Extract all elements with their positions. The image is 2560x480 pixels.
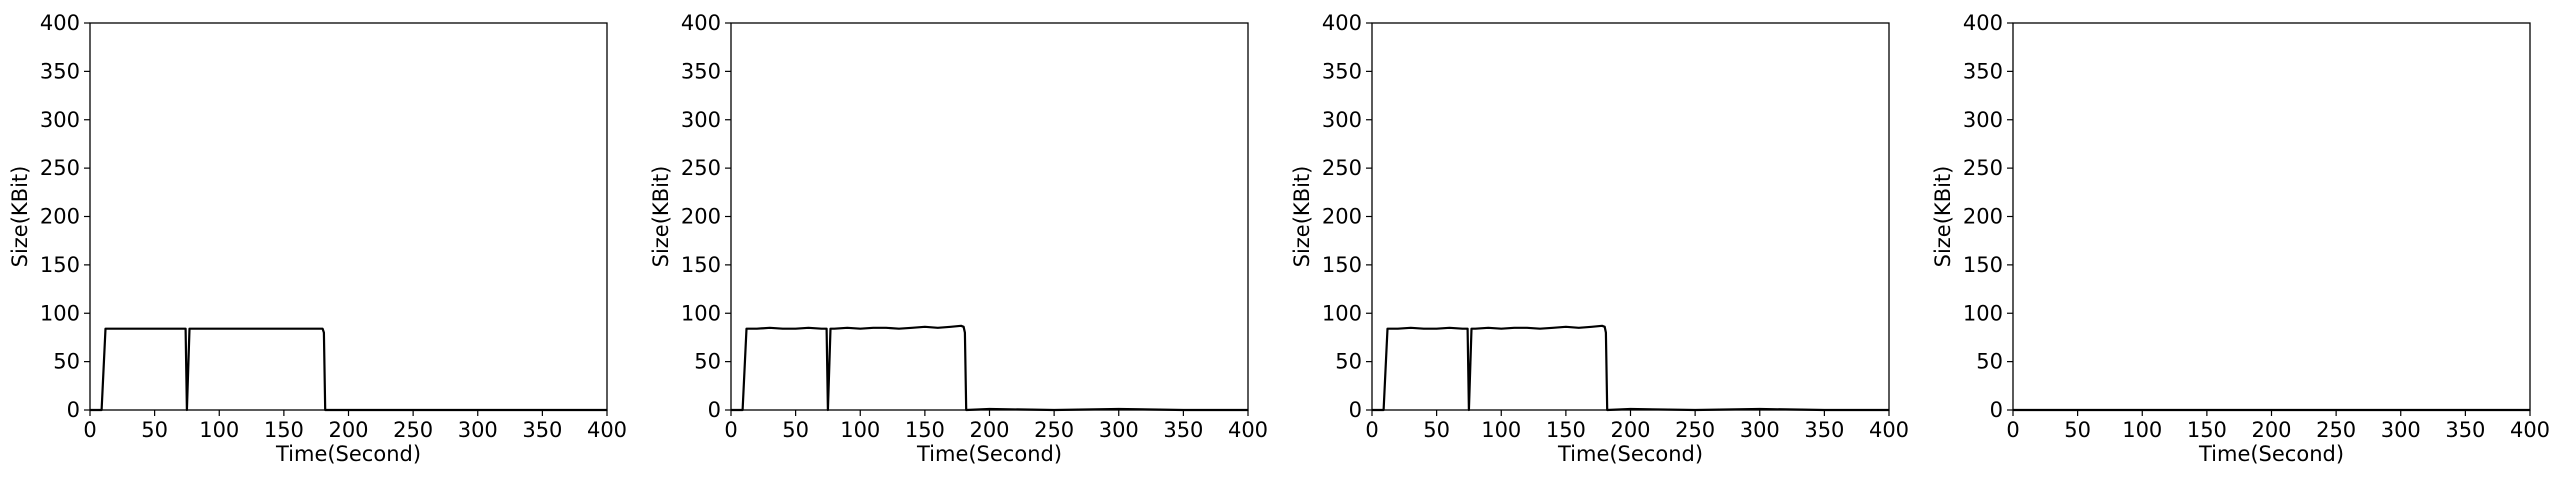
y-tick-label: 0 (67, 398, 80, 422)
x-tick-label: 150 (1546, 418, 1586, 442)
plot-frame (89, 22, 608, 411)
plot-frame (2012, 22, 2531, 411)
y-tick-label: 400 (1322, 11, 1362, 35)
y-tick-label: 350 (681, 59, 721, 83)
x-tick-label: 50 (782, 418, 809, 442)
x-tick-label: 250 (2316, 418, 2356, 442)
y-tick-label: 300 (40, 108, 80, 132)
x-tick-label: 200 (1610, 418, 1650, 442)
chart-panel-3: 0 50 100 150 200 250 300 350 400 0 50 100 150 200 250 3… (1290, 11, 1909, 466)
x-tick-label: 50 (141, 418, 168, 442)
y-tick-label: 300 (1963, 108, 2003, 132)
x-tick-label: 300 (1740, 418, 1780, 442)
y-tick-label: 100 (40, 301, 80, 325)
y-tick-label: 150 (40, 253, 80, 277)
series-line-1 (1372, 324, 1889, 412)
x-tick-label: 350 (1163, 418, 1203, 442)
y-tick-label: 400 (40, 11, 80, 35)
y-tick-label: 200 (1963, 205, 2003, 229)
x-tick-label: 350 (2445, 418, 2485, 442)
x-tick-label: 0 (2006, 418, 2019, 442)
x-tick-label: 300 (458, 418, 498, 442)
y-tick-label: 250 (681, 156, 721, 180)
x-tick-label: 250 (393, 418, 433, 442)
plot-frame (1371, 22, 1890, 411)
x-tick-label: 250 (1034, 418, 1074, 442)
chart-panel-2: 0 50 100 150 200 250 300 350 400 0 50 100 150 200 250 3… (649, 11, 1268, 466)
y-axis-label: Size(KBit) (649, 166, 673, 268)
y-tick-label: 0 (1990, 398, 2003, 422)
x-tick-label: 150 (264, 418, 304, 442)
x-tick-label: 100 (840, 418, 880, 442)
plot-frame (730, 22, 1249, 411)
y-tick-label: 100 (1963, 301, 2003, 325)
y-tick-label: 50 (1976, 350, 2003, 374)
chart-panel-1: 0 50 100 150 200 250 300 350 400 0 50 100 150 200 250 3… (8, 11, 627, 466)
y-tick-label: 200 (40, 205, 80, 229)
x-tick-label: 400 (1228, 418, 1268, 442)
y-tick-label: 0 (1349, 398, 1362, 422)
y-tick-label: 100 (681, 301, 721, 325)
y-tick-label: 250 (40, 156, 80, 180)
y-tick-label: 100 (1322, 301, 1362, 325)
series-line-1 (90, 327, 607, 412)
y-tick-label: 50 (53, 350, 80, 374)
x-tick-label: 200 (969, 418, 1009, 442)
x-tick-label: 100 (1481, 418, 1521, 442)
x-tick-label: 350 (522, 418, 562, 442)
y-tick-label: 300 (681, 108, 721, 132)
x-axis-label: Time(Second) (916, 442, 1062, 466)
y-tick-label: 50 (1335, 350, 1362, 374)
y-axis-label: Size(KBit) (8, 166, 32, 268)
x-tick-label: 300 (1099, 418, 1139, 442)
x-tick-label: 350 (1804, 418, 1844, 442)
x-tick-label: 400 (587, 418, 627, 442)
y-axis-label: Size(KBit) (1931, 166, 1955, 268)
y-tick-label: 50 (694, 350, 721, 374)
x-tick-label: 100 (2122, 418, 2162, 442)
y-axis-label: Size(KBit) (1290, 166, 1314, 268)
y-tick-label: 350 (40, 59, 80, 83)
x-axis-label: Time(Second) (2198, 442, 2344, 466)
y-tick-label: 400 (1963, 11, 2003, 35)
x-tick-label: 150 (905, 418, 945, 442)
y-tick-label: 200 (681, 205, 721, 229)
y-tick-label: 350 (1322, 59, 1362, 83)
y-tick-label: 350 (1963, 59, 2003, 83)
y-tick-label: 300 (1322, 108, 1362, 132)
x-tick-label: 300 (2381, 418, 2421, 442)
series-line-1 (731, 324, 1248, 412)
y-tick-label: 200 (1322, 205, 1362, 229)
x-tick-label: 0 (724, 418, 737, 442)
y-tick-label: 0 (708, 398, 721, 422)
x-axis-label: Time(Second) (275, 442, 421, 466)
x-tick-label: 50 (1423, 418, 1450, 442)
chart-panel-4: 0 50 100 150 200 250 300 350 400 0 50 100 150 200 250 3… (1931, 11, 2550, 466)
y-tick-label: 150 (1322, 253, 1362, 277)
y-tick-label: 150 (1963, 253, 2003, 277)
x-tick-label: 250 (1675, 418, 1715, 442)
y-tick-label: 400 (681, 11, 721, 35)
x-tick-label: 100 (199, 418, 239, 442)
x-tick-label: 200 (2251, 418, 2291, 442)
x-tick-label: 0 (1365, 418, 1378, 442)
x-axis-label: Time(Second) (1557, 442, 1703, 466)
x-tick-label: 150 (2187, 418, 2227, 442)
x-tick-label: 200 (328, 418, 368, 442)
y-tick-label: 150 (681, 253, 721, 277)
x-tick-label: 50 (2064, 418, 2091, 442)
x-tick-label: 400 (1869, 418, 1909, 442)
x-tick-label: 400 (2510, 418, 2550, 442)
y-tick-label: 250 (1322, 156, 1362, 180)
x-tick-label: 0 (83, 418, 96, 442)
y-tick-label: 250 (1963, 156, 2003, 180)
